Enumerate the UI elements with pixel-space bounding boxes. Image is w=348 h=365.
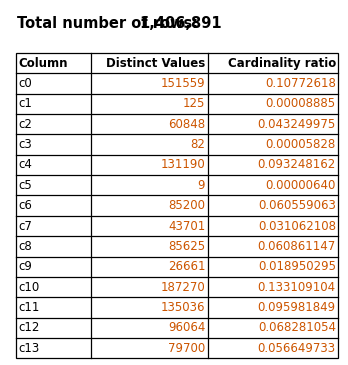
Text: c4: c4 — [18, 158, 32, 172]
Text: c1: c1 — [18, 97, 32, 110]
Text: 26661: 26661 — [168, 260, 205, 273]
Text: Column: Column — [18, 57, 68, 70]
Text: c10: c10 — [18, 281, 39, 294]
Text: 125: 125 — [183, 97, 205, 110]
Text: c6: c6 — [18, 199, 32, 212]
Text: 0.060861147: 0.060861147 — [258, 240, 336, 253]
Text: 0.093248162: 0.093248162 — [258, 158, 336, 172]
Text: c5: c5 — [18, 179, 32, 192]
Text: 0.018950295: 0.018950295 — [258, 260, 336, 273]
Text: 131190: 131190 — [160, 158, 205, 172]
Text: c13: c13 — [18, 342, 39, 355]
Text: 0.056649733: 0.056649733 — [258, 342, 336, 355]
Text: c3: c3 — [18, 138, 32, 151]
Text: 135036: 135036 — [161, 301, 205, 314]
Text: c12: c12 — [18, 321, 39, 334]
Text: c7: c7 — [18, 219, 32, 233]
Text: 9: 9 — [198, 179, 205, 192]
Text: Distinct Values: Distinct Values — [106, 57, 205, 70]
Text: 0.060559063: 0.060559063 — [258, 199, 336, 212]
Text: 0.00000640: 0.00000640 — [266, 179, 336, 192]
Text: 0.00005828: 0.00005828 — [266, 138, 336, 151]
Text: 82: 82 — [190, 138, 205, 151]
Text: 85200: 85200 — [168, 199, 205, 212]
Text: 1,406,891: 1,406,891 — [139, 16, 222, 31]
Text: 79700: 79700 — [168, 342, 205, 355]
Text: 96064: 96064 — [168, 321, 205, 334]
Text: c9: c9 — [18, 260, 32, 273]
Text: 0.10772618: 0.10772618 — [265, 77, 336, 90]
Text: c0: c0 — [18, 77, 32, 90]
Text: 187270: 187270 — [160, 281, 205, 294]
Text: 0.00008885: 0.00008885 — [266, 97, 336, 110]
Text: Total number of rows:: Total number of rows: — [17, 16, 198, 31]
Text: 0.133109104: 0.133109104 — [258, 281, 336, 294]
Text: 0.068281054: 0.068281054 — [258, 321, 336, 334]
Text: 85625: 85625 — [168, 240, 205, 253]
Text: c8: c8 — [18, 240, 32, 253]
Text: 0.031062108: 0.031062108 — [258, 219, 336, 233]
Text: c11: c11 — [18, 301, 39, 314]
Text: 0.043249975: 0.043249975 — [258, 118, 336, 131]
Text: c2: c2 — [18, 118, 32, 131]
Text: Cardinality ratio: Cardinality ratio — [228, 57, 336, 70]
Text: 43701: 43701 — [168, 219, 205, 233]
Text: 0.095981849: 0.095981849 — [258, 301, 336, 314]
Text: 60848: 60848 — [168, 118, 205, 131]
Text: 151559: 151559 — [160, 77, 205, 90]
